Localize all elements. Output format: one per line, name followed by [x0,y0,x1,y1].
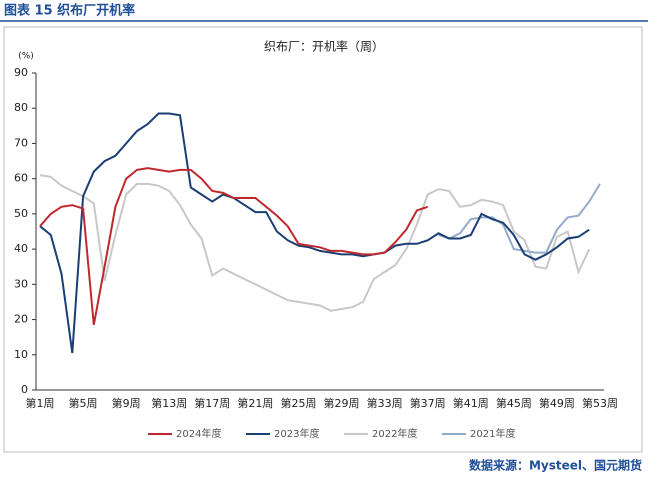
y-tick-label: 90 [14,66,28,79]
x-tick-label: 第13周 [151,396,187,410]
legend-label: 2022年度 [372,427,417,440]
y-tick-label: 60 [14,172,28,185]
x-tick-label: 第9周 [112,396,141,410]
y-tick-label: 70 [14,136,28,149]
series-line [39,174,591,312]
series-line [39,167,429,325]
y-tick-label: 10 [14,348,28,361]
x-tick-label: 第17周 [194,396,230,410]
source: 数据来源：Mysteel、国元期货 [469,458,642,473]
x-tick-label: 第21周 [237,396,273,410]
x-tick-label: 第41周 [453,396,489,410]
y-tick-label: 20 [14,313,28,326]
x-tick-label: 第45周 [496,396,532,410]
x-tick-label: 第49周 [539,396,575,410]
legend-label: 2021年度 [470,427,515,440]
x-tick-label: 第37周 [410,396,446,410]
chart-title: 织布厂：开机率（周） [264,39,384,54]
series-line [438,183,601,254]
y-tick-label: 50 [14,207,28,220]
legend-label: 2024年度 [176,427,221,440]
series-line [39,112,590,354]
legend-label: 2023年度 [274,427,319,440]
x-tick-label: 第1周 [26,396,55,410]
x-tick-label: 第53周 [582,396,618,410]
x-tick-label: 第29周 [324,396,360,410]
y-tick-label: 0 [21,383,28,396]
x-tick-label: 第5周 [69,396,98,410]
y-tick-label: 40 [14,242,28,255]
figure-title: 图表 15 织布厂开机率 [4,3,135,19]
y-unit: (%) [18,52,34,62]
x-tick-label: 第25周 [280,396,316,410]
y-tick-label: 80 [14,101,28,114]
chart-frame [3,26,643,453]
x-tick-label: 第33周 [367,396,403,410]
y-tick-label: 30 [14,277,28,290]
